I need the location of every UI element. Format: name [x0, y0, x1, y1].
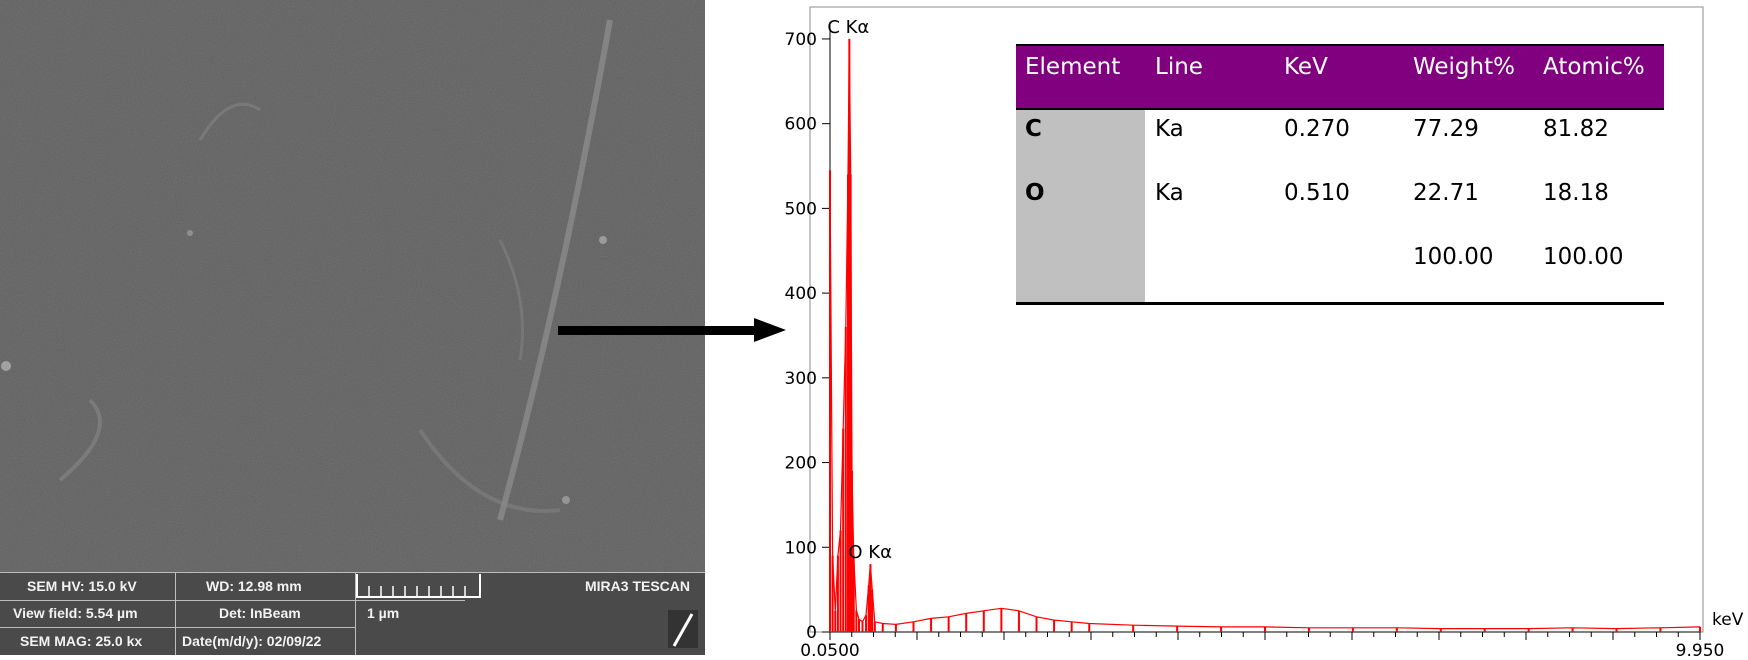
sem-scale-label: 1 µm — [367, 605, 400, 621]
table-cell: 77.29 — [1413, 116, 1479, 142]
table-element-column-shade — [1016, 110, 1145, 303]
table-header-element: Element — [1025, 54, 1121, 80]
composition-table: Element Line KeV Weight% Atomic% C Ka 0.… — [1016, 44, 1664, 306]
x-axis-unit-label: keV — [1712, 610, 1744, 630]
table-cell: 100.00 — [1543, 244, 1624, 270]
sem-wd-label: WD: 12.98 mm — [206, 578, 302, 594]
y-tick-label: 500 — [785, 199, 817, 219]
spectrum-bars — [829, 38, 1701, 632]
y-tick-label: 700 — [785, 30, 817, 50]
sem-date-label: Date(m/d/y): 02/09/22 — [182, 633, 322, 649]
x-tick-label: 9.950 — [1676, 641, 1725, 660]
y-tick-label: 400 — [785, 284, 817, 304]
table-cell: 0.510 — [1284, 180, 1350, 206]
table-cell: C — [1025, 116, 1042, 142]
peak-label: C Kα — [827, 17, 869, 38]
table-cell: Ka — [1155, 116, 1184, 142]
table-header-atomic: Atomic% — [1543, 54, 1645, 80]
table-cell: Ka — [1155, 180, 1184, 206]
sem-image — [0, 0, 705, 572]
sem-mag-label: SEM MAG: 25.0 kx — [20, 633, 143, 649]
table-header-row: Element Line KeV Weight% Atomic% — [1016, 44, 1664, 110]
sem-detector-label: Det: InBeam — [219, 605, 301, 621]
sem-brand-label: MIRA3 TESCAN — [585, 578, 691, 594]
x-axis: 0.0500 9.950 — [800, 631, 1725, 660]
table-cell: 0.270 — [1284, 116, 1350, 142]
x-tick-label: 0.0500 — [800, 641, 859, 660]
table-header-weight: Weight% — [1413, 54, 1515, 80]
sem-view-field-label: View field: 5.54 µm — [13, 605, 138, 621]
arrow-icon — [558, 318, 786, 342]
table-cell: 100.00 — [1413, 244, 1494, 270]
sem-hv-label: SEM HV: 15.0 kV — [27, 578, 137, 594]
y-tick-label: 100 — [785, 538, 817, 558]
peak-labels: C Kα O Kα — [827, 17, 892, 563]
table-cell: 22.71 — [1413, 180, 1479, 206]
y-tick-label: 200 — [785, 454, 817, 474]
table-cell: O — [1025, 180, 1045, 206]
peak-label: O Kα — [848, 542, 892, 563]
y-tick-label: 0 — [806, 623, 817, 643]
y-tick-label: 300 — [785, 369, 817, 389]
table-cell: 81.82 — [1543, 116, 1609, 142]
table-cell: 18.18 — [1543, 180, 1609, 206]
sem-info-bar: SEM HV: 15.0 kV WD: 12.98 mm MIRA3 TESCA… — [0, 572, 705, 655]
sem-scale-bar — [356, 574, 481, 598]
y-axis: 0 100 200 300 400 500 600 700 — [785, 22, 831, 643]
table-header-kev: KeV — [1284, 54, 1328, 80]
table-header-line: Line — [1155, 54, 1203, 80]
y-tick-label: 600 — [785, 115, 817, 135]
table-bottom-rule — [1016, 302, 1664, 305]
tescan-logo-icon — [668, 610, 698, 648]
